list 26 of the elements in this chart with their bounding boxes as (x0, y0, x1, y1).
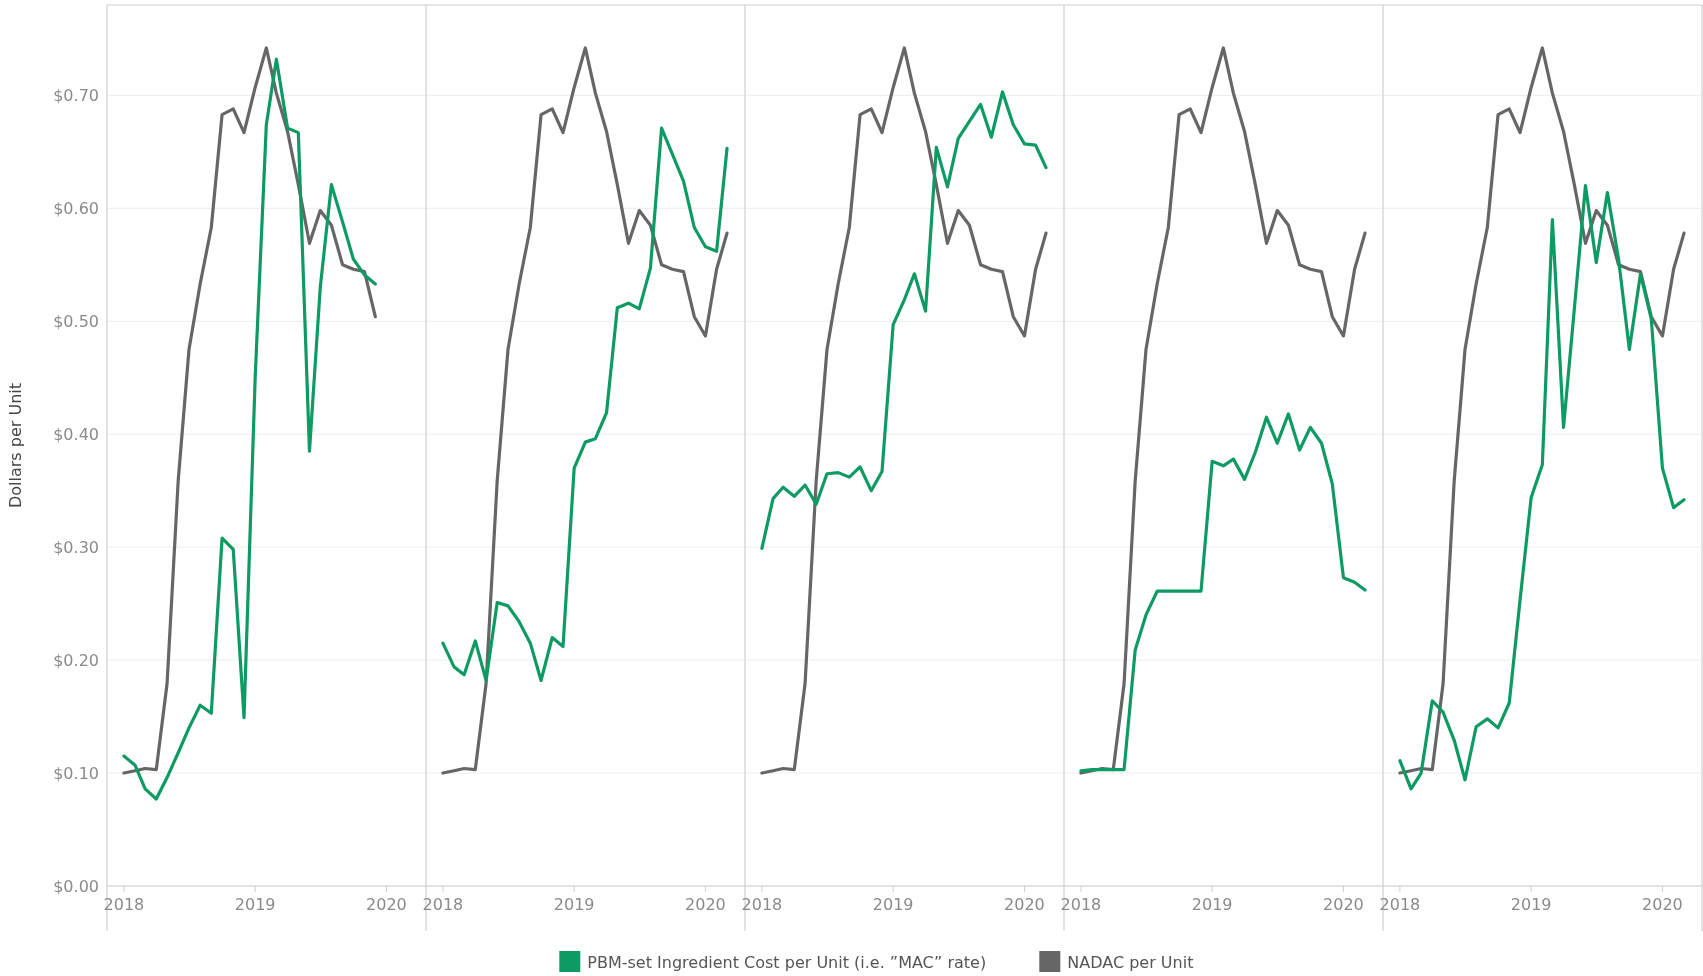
y-axis-title: Dollars per Unit (6, 382, 25, 509)
y-tick-label: $0.30 (53, 537, 99, 557)
x-tick-label: 2020 (1004, 895, 1045, 914)
x-tick-label: 2019 (1510, 895, 1552, 914)
x-tick-label: 2018 (103, 895, 145, 914)
x-tick-label: 2019 (234, 895, 276, 914)
x-tick-label: 2018 (1060, 895, 1102, 914)
x-tick-label: 2018 (422, 895, 464, 914)
legend-label: NADAC per Unit (1067, 952, 1194, 972)
y-tick-label: $0.50 (53, 311, 99, 331)
x-tick-label: 2020 (1642, 895, 1683, 914)
x-tick-label: 2020 (685, 895, 726, 914)
x-tick-label: 2019 (553, 895, 595, 914)
x-tick-label: 2018 (1379, 895, 1421, 914)
y-tick-label: $0.70 (53, 85, 99, 105)
y-tick-label: $0.40 (53, 424, 99, 444)
legend-label: PBM-set Ingredient Cost per Unit (i.e. ”MAC” rate) (587, 952, 987, 972)
x-tick-label: 2019 (872, 895, 914, 914)
y-tick-label: $0.60 (53, 198, 99, 218)
y-tick-label: $0.10 (53, 763, 99, 783)
x-tick-label: 2018 (741, 895, 783, 914)
x-tick-label: 2020 (366, 895, 407, 914)
y-tick-label: $0.20 (53, 650, 99, 670)
x-tick-label: 2020 (1323, 895, 1364, 914)
y-tick-label: $0.00 (53, 876, 99, 896)
x-tick-label: 2019 (1191, 895, 1233, 914)
